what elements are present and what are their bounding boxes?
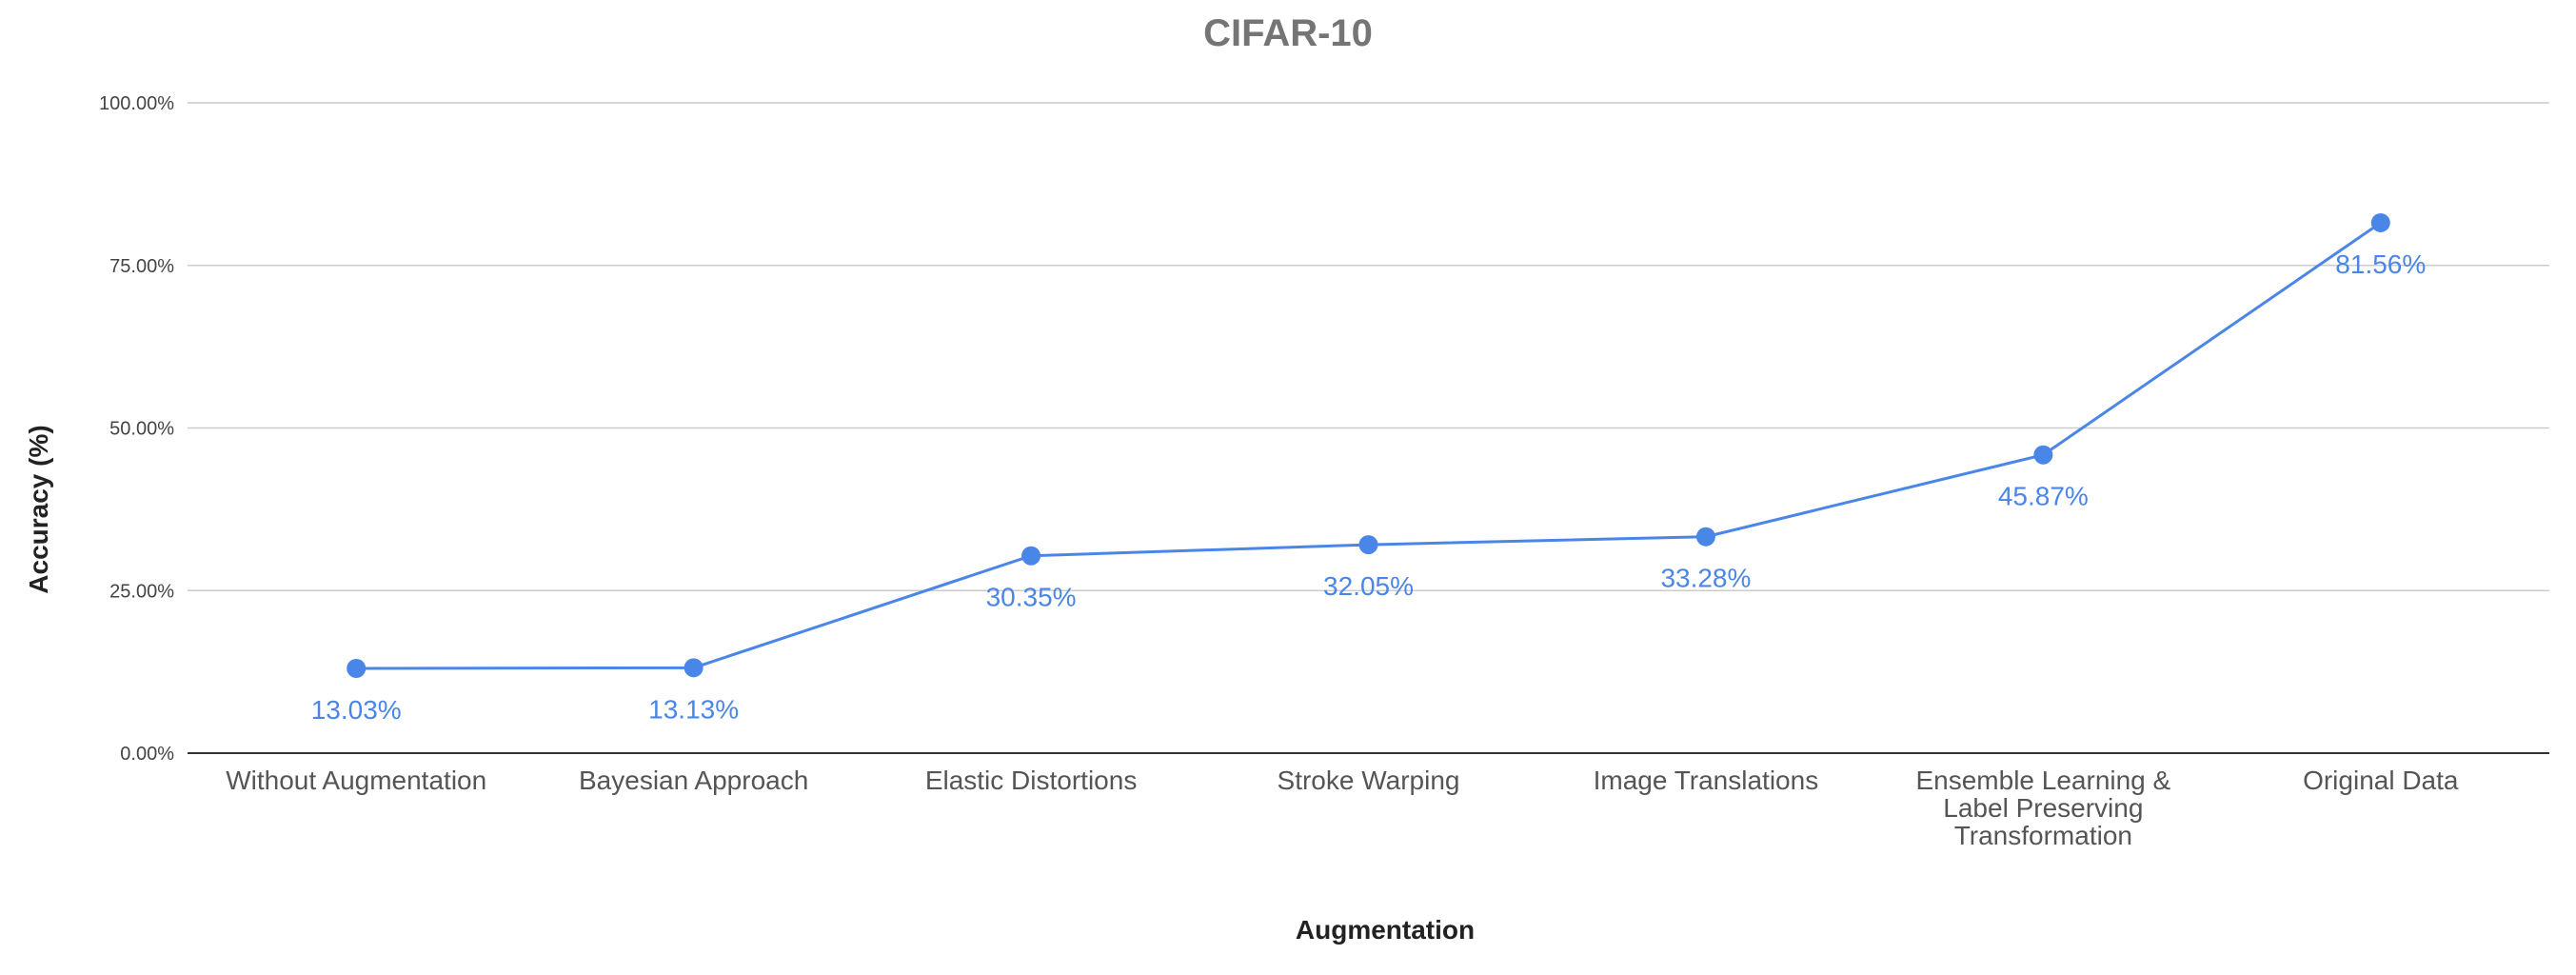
data-label: 30.35% xyxy=(986,583,1077,612)
data-label: 13.03% xyxy=(311,695,402,725)
x-tick-label: Ensemble Learning & Label Preserving Trans… xyxy=(1915,766,2170,850)
y-axis-title: Accuracy (%) xyxy=(24,425,53,593)
data-point xyxy=(1358,535,1378,555)
y-tick-label: 50.00% xyxy=(109,419,174,440)
y-tick-label: 0.00% xyxy=(120,744,174,765)
data-point xyxy=(1695,527,1715,547)
y-axis-ticks: 0.00% 25.00% 50.00% 75.00% 100.00% xyxy=(99,93,174,765)
x-tick-label: Without Augmentation xyxy=(226,766,486,795)
series-line-group xyxy=(356,221,2382,670)
data-point xyxy=(347,659,367,679)
x-tick-label: Elastic Distortions xyxy=(925,766,1138,795)
x-tick-label: Stroke Warping xyxy=(1278,766,1460,795)
data-point xyxy=(1021,546,1041,566)
data-label: 33.28% xyxy=(1660,564,1751,593)
x-tick-label: Bayesian Approach xyxy=(579,766,808,795)
data-label: 45.87% xyxy=(1998,482,2089,511)
data-label: 13.13% xyxy=(648,694,739,724)
x-tick-label: Original Data xyxy=(2303,766,2459,795)
data-point xyxy=(684,658,703,678)
data-label: 81.56% xyxy=(2335,249,2426,279)
data-labels: 13.03% 13.13% 30.35% 32.05% 33.28% 45.87% 81.5… xyxy=(311,249,2427,725)
x-axis-title: Augmentation xyxy=(1296,915,1475,945)
data-point xyxy=(2033,445,2053,465)
x-axis-ticks: Without Augmentation Bayesian Approach Ela… xyxy=(226,766,2459,850)
data-point xyxy=(2370,212,2390,232)
y-tick-label: 100.00% xyxy=(99,93,174,114)
chart-title: CIFAR-10 xyxy=(1203,12,1373,54)
series-line xyxy=(356,221,2382,670)
x-tick-label: Image Translations xyxy=(1594,766,1819,795)
data-points xyxy=(347,212,2390,679)
grid-lines xyxy=(188,102,2549,754)
data-label: 32.05% xyxy=(1323,571,1414,601)
y-tick-label: 75.00% xyxy=(109,256,174,277)
y-tick-label: 25.00% xyxy=(109,581,174,602)
